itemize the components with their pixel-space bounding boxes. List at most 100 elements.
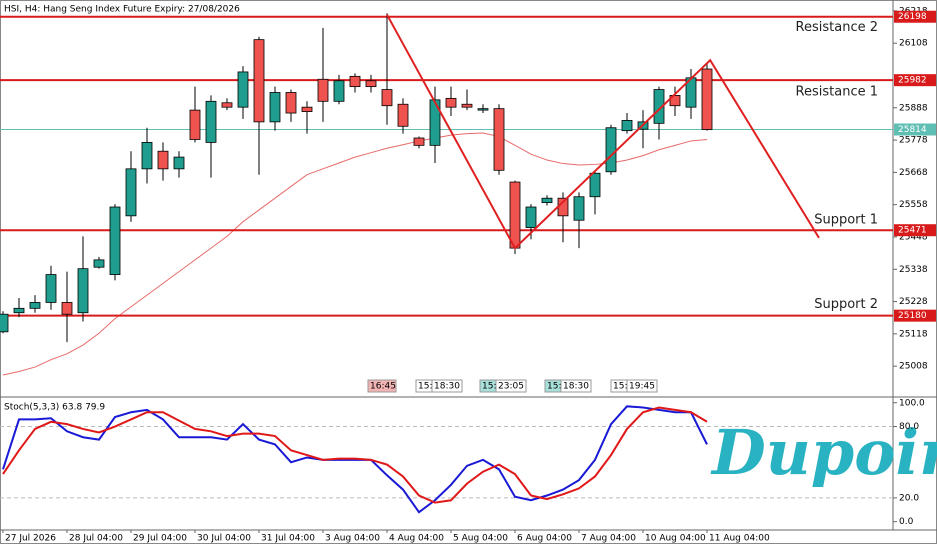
stoch-line xyxy=(2,406,708,504)
candle-body xyxy=(605,127,617,173)
candle-body xyxy=(349,75,361,88)
x-tick-label: 5 Aug 04:00 xyxy=(453,534,508,544)
level-price-box xyxy=(894,309,936,322)
candle-body xyxy=(285,92,297,114)
time-marker-box xyxy=(367,379,397,393)
level-price-box xyxy=(894,10,936,23)
zigzag-line xyxy=(386,14,820,250)
candle-body xyxy=(269,92,281,123)
chart-title: HSI, H4: Hang Seng Index Future Expiry: … xyxy=(4,5,240,15)
candle-body xyxy=(541,197,553,204)
candle-body xyxy=(397,103,409,127)
y-tick-label: 25338 xyxy=(899,265,928,275)
x-tick-label: 7 Aug 04:00 xyxy=(581,534,636,544)
y-tick-label: 25558 xyxy=(899,200,928,210)
x-tick-label: 27 Jul 2026 xyxy=(5,534,56,544)
candle-body xyxy=(477,108,489,111)
stoch-tick-label: 80.0 xyxy=(899,422,919,432)
candle-body xyxy=(317,78,329,102)
candle-body xyxy=(237,71,249,108)
level-price: 25982 xyxy=(898,76,927,86)
candle-body xyxy=(13,307,25,314)
y-tick-label: 25448 xyxy=(899,232,928,242)
level-label: Resistance 2 xyxy=(796,20,878,35)
time-marker: 16:45 xyxy=(370,382,396,392)
time-marker: 18:30 xyxy=(434,382,460,392)
candle-body xyxy=(93,259,105,268)
candle-body xyxy=(381,89,393,107)
time-marker: 15: xyxy=(418,382,432,392)
candle-body xyxy=(173,156,185,170)
stoch-title: Stoch(5,3,3) 63.8 79.9 xyxy=(4,403,105,413)
time-marker: 15: xyxy=(613,382,627,392)
x-tick-label: 4 Aug 04:00 xyxy=(389,534,444,544)
level-price-box xyxy=(894,224,936,237)
candle-body xyxy=(205,100,217,143)
candle-body xyxy=(621,119,633,132)
time-marker-box xyxy=(560,379,592,393)
candle-body xyxy=(109,206,121,275)
current-price-box xyxy=(894,123,936,136)
level-label: Support 2 xyxy=(814,297,878,312)
watermark: Dupoin xyxy=(710,416,937,489)
time-marker: 15: xyxy=(547,382,561,392)
stoch-tick-label: 0.0 xyxy=(899,517,914,527)
current-price: 25814 xyxy=(898,125,927,135)
time-marker: 15: xyxy=(482,382,496,392)
x-tick-label: 28 Jul 04:00 xyxy=(69,534,123,544)
time-marker-box xyxy=(431,379,463,393)
x-tick-label: 3 Aug 04:00 xyxy=(325,534,380,544)
candle-body xyxy=(413,137,425,146)
candle-body xyxy=(29,302,41,309)
stoch-tick-label: 100.0 xyxy=(899,398,925,408)
y-tick-label: 25888 xyxy=(899,103,928,113)
candle-body xyxy=(45,274,57,303)
time-marker: 19:45 xyxy=(629,382,655,392)
candle-body xyxy=(525,206,537,228)
candle-body xyxy=(189,109,201,140)
stoch-line xyxy=(2,405,708,514)
candle-body xyxy=(653,89,665,124)
candle-body xyxy=(701,68,713,130)
candle-body xyxy=(221,102,233,108)
y-tick-label: 25228 xyxy=(899,297,928,307)
candle-body xyxy=(429,99,441,146)
candle-body xyxy=(589,172,601,198)
candle-body xyxy=(493,108,505,171)
candle-body xyxy=(509,181,521,249)
candle-body xyxy=(301,106,313,112)
candle-body xyxy=(333,80,345,102)
candle-body xyxy=(157,150,169,170)
y-tick-label: 25668 xyxy=(899,168,928,178)
time-marker-box xyxy=(626,379,658,393)
time-marker: 23:05 xyxy=(498,382,524,392)
candle-body xyxy=(77,268,89,314)
x-tick-label: 31 Jul 04:00 xyxy=(261,534,315,544)
candle-body xyxy=(365,80,377,88)
level-price: 25471 xyxy=(898,226,927,236)
time-marker: 18:30 xyxy=(563,382,589,392)
candle-body xyxy=(445,97,457,108)
level-price: 25180 xyxy=(898,311,927,321)
y-tick-label: 25118 xyxy=(899,329,928,339)
candle-body xyxy=(461,103,473,108)
x-tick-label: 30 Jul 04:00 xyxy=(197,534,251,544)
y-tick-label: 25778 xyxy=(899,136,928,146)
level-price-box xyxy=(894,74,936,87)
x-tick-label: 10 Aug 04:00 xyxy=(645,534,706,544)
stoch-tick-label: 20.0 xyxy=(899,493,919,503)
y-tick-label: 26108 xyxy=(899,39,928,49)
candle-body xyxy=(253,39,265,123)
x-tick-label: 29 Jul 04:00 xyxy=(133,534,187,544)
candle-body xyxy=(125,168,137,217)
candle-body xyxy=(573,196,585,221)
level-label: Resistance 1 xyxy=(796,85,878,100)
time-marker-box xyxy=(495,379,527,393)
x-tick-label: 11 Aug 04:00 xyxy=(709,534,770,544)
y-tick-label: 25008 xyxy=(899,362,928,372)
candle-body xyxy=(61,302,73,315)
level-price: 26198 xyxy=(898,12,927,22)
candle-body xyxy=(0,313,9,333)
